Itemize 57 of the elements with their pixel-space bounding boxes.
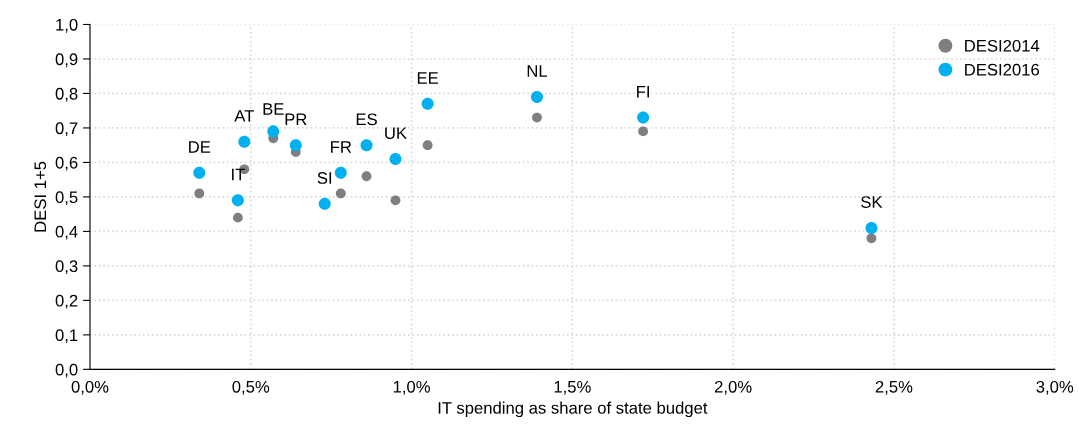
x-axis-title: IT spending as share of state budget (438, 401, 708, 418)
point (238, 135, 251, 148)
annotation: IT (232, 168, 245, 181)
point (194, 188, 205, 199)
point (390, 195, 401, 206)
y-tick-label: 0,3 (55, 260, 78, 275)
point (318, 197, 331, 210)
point (267, 125, 280, 138)
y-tick-label: 0,1 (55, 329, 78, 344)
annotation: ES (356, 113, 377, 126)
x-tick-label: 2,0% (714, 380, 752, 395)
annotation: NL (527, 65, 548, 77)
x-tick-label: 1,5% (554, 380, 591, 395)
annotation: PR (285, 113, 307, 126)
x-tick-label: 1,0% (393, 380, 430, 395)
y-tick-label: 0,4 (55, 225, 78, 240)
point (530, 90, 543, 103)
x-tick-label: 2,5% (875, 380, 913, 395)
y-tick-label: 0,2 (55, 294, 78, 309)
y-axis-title: DESI 1+5 (34, 161, 47, 232)
legend-label: DESI2014 (965, 39, 1040, 52)
legend-label: DESI2016 (965, 63, 1039, 76)
point (193, 166, 206, 179)
y-tick-label: 1,0 (56, 18, 78, 33)
annotation: SI (317, 172, 332, 184)
annotation: EE (417, 72, 439, 84)
point (360, 139, 373, 152)
point (361, 171, 372, 182)
x-tick-label: 0,5% (232, 380, 270, 395)
point (232, 212, 243, 223)
y-tick-label: 0,7 (55, 122, 78, 137)
point (335, 188, 346, 199)
point (421, 97, 434, 110)
point (289, 139, 302, 152)
annotation: UK (385, 127, 407, 140)
point (231, 194, 244, 207)
annotation: DE (189, 141, 211, 153)
y-tick-label: 0,9 (55, 53, 78, 68)
point (866, 233, 877, 244)
point (389, 152, 402, 165)
x-tick-label: 3,0% (1036, 380, 1074, 395)
point (638, 126, 649, 137)
point (422, 140, 433, 151)
point (532, 112, 542, 123)
y-tick-label: 0,8 (55, 87, 78, 102)
annotation: SK (861, 196, 883, 208)
point (334, 166, 347, 179)
annotation: BE (263, 103, 284, 115)
point (865, 221, 878, 234)
y-tick-label: 0,0 (55, 363, 78, 378)
annotation: AT (234, 110, 254, 122)
point (637, 111, 650, 124)
annotation: FI (637, 86, 649, 98)
y-tick-label: 0,5 (55, 191, 78, 206)
y-tick-label: 0,6 (55, 156, 78, 171)
x-tick-label: 0,0% (71, 380, 109, 395)
annotation: FR (331, 141, 352, 153)
